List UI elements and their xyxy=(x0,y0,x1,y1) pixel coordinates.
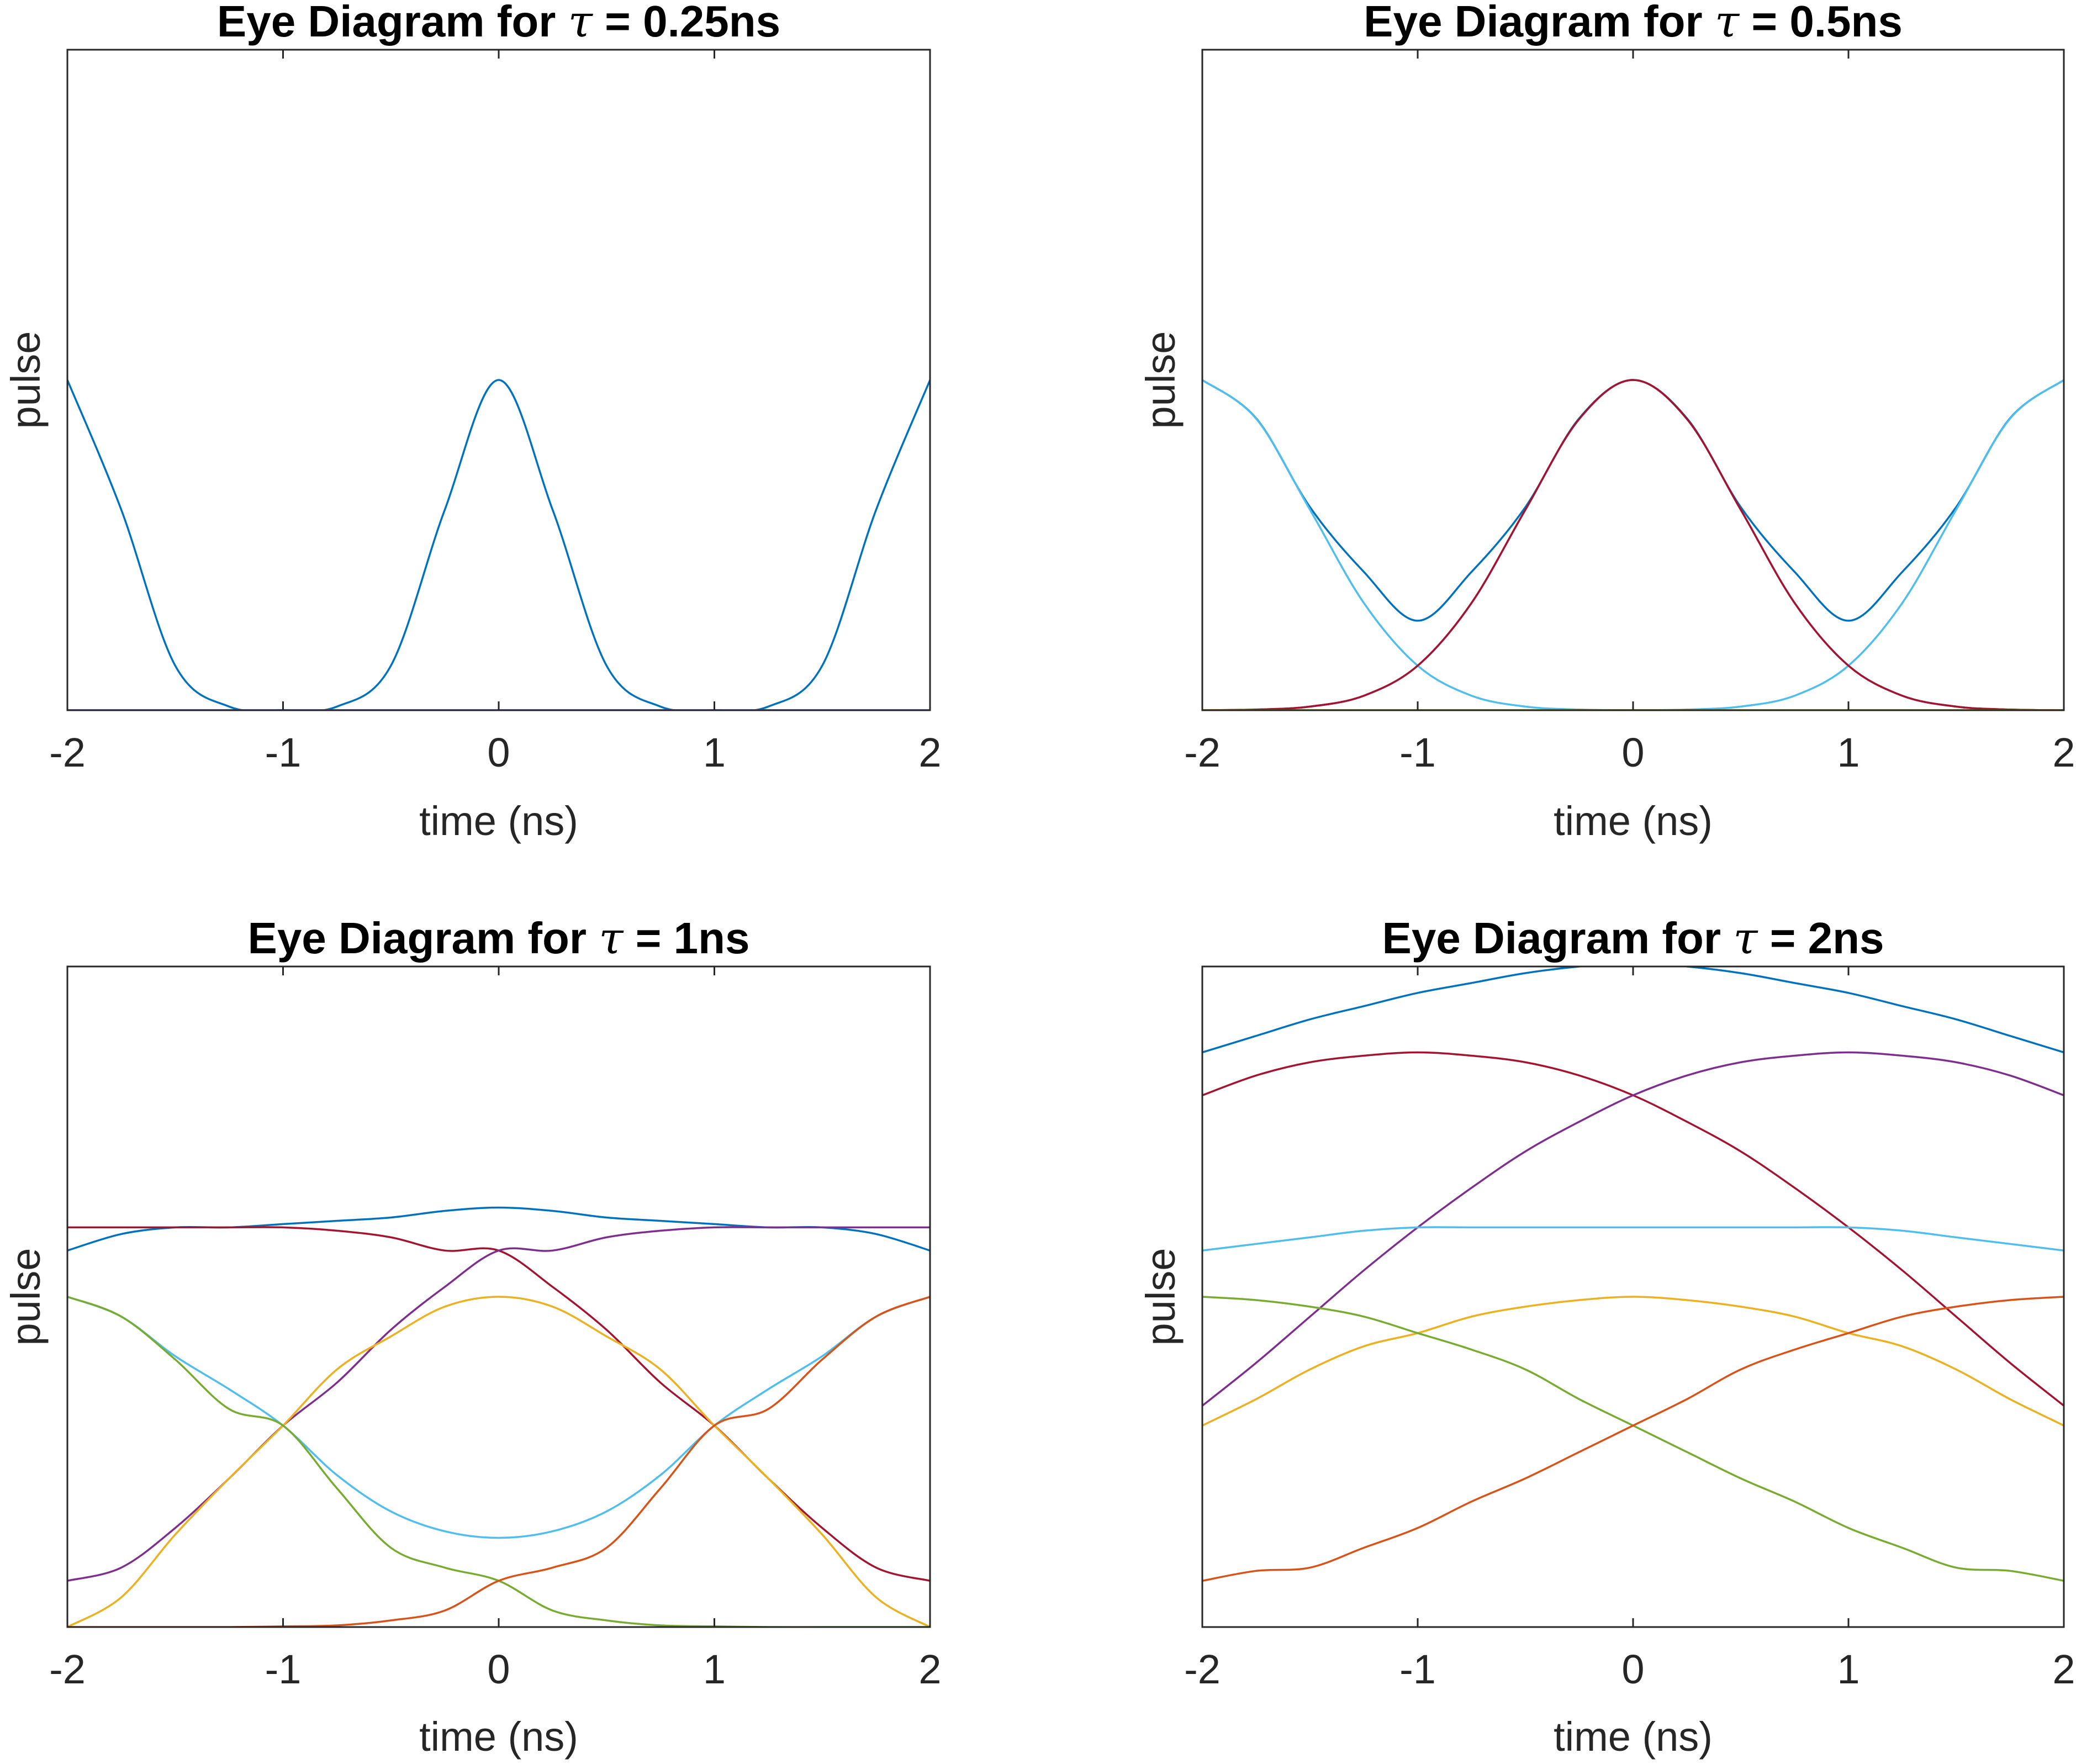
panel-title: Eye Diagram for τ = 0.5ns xyxy=(1364,0,1903,47)
x-axis-label: time (ns) xyxy=(419,798,578,844)
series-line-red xyxy=(1202,1051,2064,1407)
ticks-group: -2 -1 0 1 2 xyxy=(49,966,942,1692)
series-line-purple xyxy=(67,1226,930,1582)
x-axis-label: time (ns) xyxy=(1554,798,1713,844)
x-tick-label: 2 xyxy=(918,730,941,775)
panel-title: Eye Diagram for τ = 2ns xyxy=(1382,912,1884,964)
ticks-group: -2 -1 0 1 2 xyxy=(1184,966,2075,1692)
x-tick-label: -1 xyxy=(1399,1646,1436,1692)
x-tick-label: 0 xyxy=(487,730,510,775)
x-tick-label: 2 xyxy=(2052,730,2075,775)
x-tick-label: -2 xyxy=(49,1646,86,1692)
y-axis-label: pulse xyxy=(3,1248,49,1346)
series-line-cyan xyxy=(67,1296,930,1539)
x-tick-label: 1 xyxy=(703,1646,726,1692)
x-axis-label: time (ns) xyxy=(1554,1714,1713,1760)
x-tick-label: 0 xyxy=(487,1646,510,1692)
series-line-purple xyxy=(1202,379,2064,710)
panel-title: Eye Diagram for τ = 0.25ns xyxy=(217,0,780,47)
x-tick-label: 2 xyxy=(2052,1646,2075,1692)
x-tick-label: -1 xyxy=(1399,730,1436,775)
series-line-red xyxy=(67,1226,930,1582)
series-line-cyan xyxy=(1202,379,2064,710)
curves-group xyxy=(1202,966,2064,1582)
series-line-yellow xyxy=(1202,1296,2064,1427)
series-line-green xyxy=(67,1296,930,1627)
x-tick-label: 0 xyxy=(1621,730,1644,775)
panel-tau-05: Eye Diagram for τ = 0.5ns -2 -1 0 1 2 time (… xyxy=(1138,0,2075,844)
series-line-blue xyxy=(1202,379,2064,622)
panel-tau-1: Eye Diagram for τ = 1ns -2 -1 0 1 2 time (ns… xyxy=(3,912,942,1760)
series-line-blue xyxy=(67,379,930,710)
x-tick-label: 1 xyxy=(1837,730,1860,775)
panel-tau-2: Eye Diagram for τ = 2ns -2 -1 0 1 2 time (ns… xyxy=(1138,912,2075,1760)
x-tick-label: 0 xyxy=(1621,1646,1644,1692)
x-axis-label: time (ns) xyxy=(419,1714,578,1760)
x-tick-label: 1 xyxy=(703,730,726,775)
series-line-orange xyxy=(67,1296,930,1627)
x-tick-label: -2 xyxy=(49,730,86,775)
x-tick-label: 2 xyxy=(918,1646,941,1692)
y-axis-label: pulse xyxy=(1138,331,1184,429)
ticks-group: -2 -1 0 1 2 xyxy=(1184,50,2075,775)
y-axis-label: pulse xyxy=(1138,1248,1184,1346)
series-line-blue xyxy=(1202,966,2064,1054)
panel-tau-025: Eye Diagram for τ = 0.25ns -2 -1 0 1 2 time … xyxy=(3,0,942,844)
series-line-yellow xyxy=(67,1296,930,1627)
series-line-purple xyxy=(1202,1051,2064,1407)
x-tick-label: -2 xyxy=(1184,1646,1221,1692)
series-line-blue xyxy=(67,1206,930,1251)
series-line-orange xyxy=(1202,1296,2064,1582)
curves-group xyxy=(1202,379,2064,710)
curves-group xyxy=(67,379,930,710)
x-tick-label: 1 xyxy=(1837,1646,1860,1692)
ticks-group: -2 -1 0 1 2 xyxy=(49,50,942,775)
x-tick-label: -1 xyxy=(265,730,302,775)
series-line-red xyxy=(1202,379,2064,710)
x-tick-label: -2 xyxy=(1184,730,1221,775)
curves-group xyxy=(67,1206,930,1627)
panel-title: Eye Diagram for τ = 1ns xyxy=(247,912,749,964)
y-axis-label: pulse xyxy=(3,331,49,429)
series-line-cyan xyxy=(1202,1226,2064,1252)
series-line-green xyxy=(1202,1296,2064,1582)
x-tick-label: -1 xyxy=(265,1646,302,1692)
